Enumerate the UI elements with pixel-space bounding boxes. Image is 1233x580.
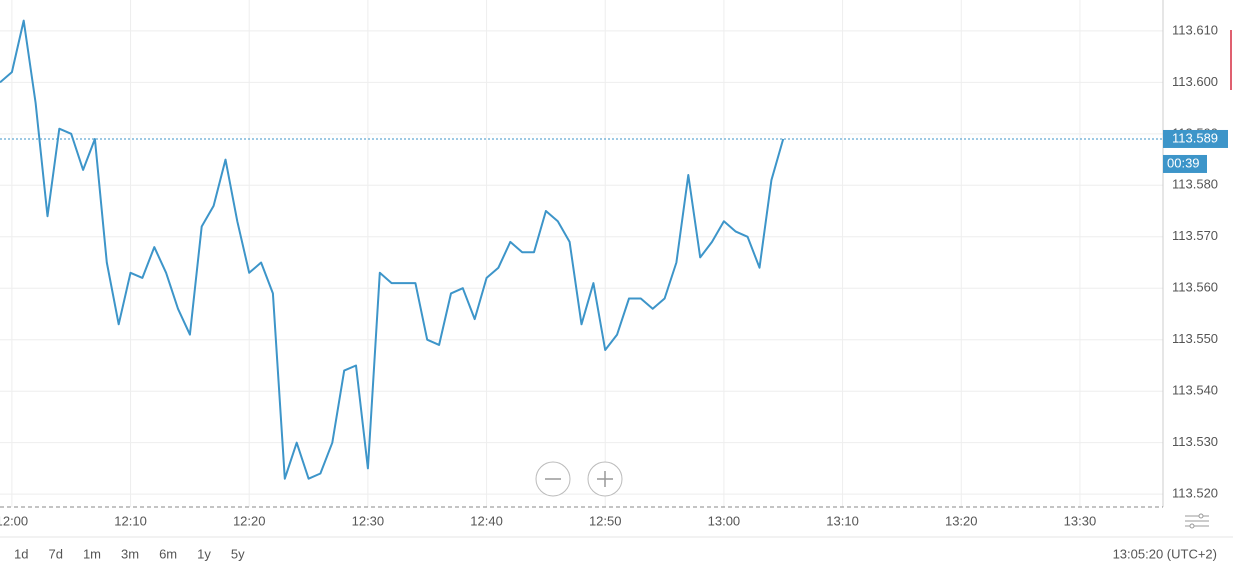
period-button[interactable]: 7d	[48, 546, 62, 561]
y-tick-label: 113.580	[1172, 177, 1218, 192]
y-tick-label: 113.530	[1172, 434, 1218, 449]
settings-icon[interactable]	[1198, 513, 1204, 519]
y-tick-label: 113.550	[1172, 331, 1218, 346]
x-tick-label: 12:40	[470, 513, 503, 528]
zoom-out-button[interactable]	[535, 461, 571, 497]
last-price-box	[1163, 129, 1228, 148]
countdown-box	[1163, 154, 1207, 173]
x-tick-label: 12:00	[0, 513, 28, 528]
y-tick-label: 113.540	[1172, 383, 1218, 398]
period-button[interactable]: 1d	[14, 546, 28, 561]
settings-button[interactable]	[1185, 513, 1209, 529]
x-tick-label: 13:20	[945, 513, 978, 528]
x-tick-label: 13:00	[708, 513, 741, 528]
countdown-label: 00:39	[1167, 155, 1200, 170]
x-tick-label: 12:10	[114, 513, 147, 528]
settings-icon[interactable]	[1189, 523, 1195, 529]
period-button[interactable]: 1m	[83, 546, 101, 561]
y-tick-label: 113.520	[1172, 486, 1218, 501]
x-tick-label: 12:30	[352, 513, 385, 528]
x-tick-label: 13:30	[1064, 513, 1097, 528]
period-button[interactable]: 1y	[197, 546, 211, 561]
period-button[interactable]: 6m	[159, 546, 177, 561]
clock: 13:05:20 (UTC+2)	[1113, 546, 1217, 561]
y-tick-label: 113.570	[1172, 228, 1218, 243]
y-tick-label: 113.610	[1172, 22, 1218, 37]
price-line	[0, 19, 785, 480]
period-button[interactable]: 3m	[121, 546, 139, 561]
last-price-label: 113.589	[1172, 130, 1218, 145]
x-tick-label: 13:10	[826, 513, 859, 528]
y-tick-label: 113.560	[1172, 280, 1218, 295]
x-tick-label: 12:20	[233, 513, 266, 528]
period-button[interactable]: 5y	[231, 546, 245, 561]
y-tick-label: 113.600	[1172, 74, 1218, 89]
zoom-in-button[interactable]	[587, 461, 623, 497]
x-tick-label: 12:50	[589, 513, 622, 528]
